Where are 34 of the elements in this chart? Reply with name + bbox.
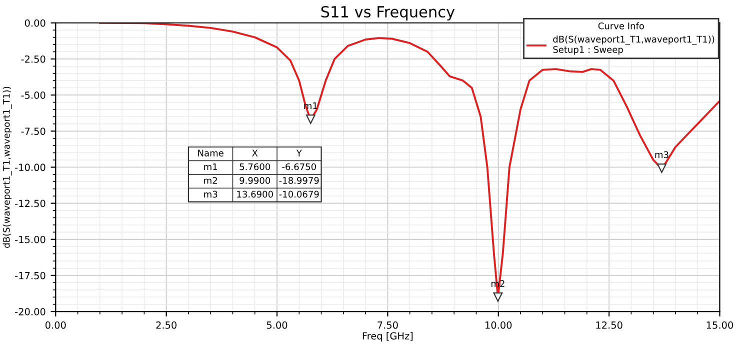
annotation: 9.9900: [240, 177, 270, 184]
x-tick-label: 2.50: [156, 321, 177, 329]
annotation: m3: [204, 190, 218, 198]
x-tick-label: 0.00: [45, 321, 66, 329]
legend-title: Curve Info: [598, 22, 644, 30]
annotation: m2: [204, 177, 217, 184]
x-tick-label: 12.50: [596, 321, 622, 329]
y-tick-label: -20.00: [15, 308, 46, 316]
annotation: -6.6750: [282, 163, 316, 170]
x-tick-label: 15.00: [706, 321, 734, 329]
y-tick-label: -15.00: [15, 236, 46, 244]
annotation: X: [252, 150, 258, 156]
x-axis-title: Freq [GHz]: [362, 332, 413, 342]
y-tick-label: -7.50: [21, 128, 46, 135]
annotation: 5.7600: [240, 163, 270, 170]
annotation: m1: [204, 163, 218, 170]
y-tick-label: -2.50: [21, 55, 46, 63]
annotation: m3: [655, 151, 668, 158]
x-tick-label: 10.00: [486, 321, 512, 329]
y-tick-label: -10.00: [15, 164, 46, 172]
legend-label: dB(S(waveport1_T1,waveport1_T1)) Setup1 : Sweep: [553, 36, 714, 55]
chart-title: S11 vs Frequency: [321, 6, 455, 20]
y-tick-label: -5.00: [21, 92, 46, 99]
annotation: -18.9979: [279, 177, 319, 184]
annotation: -10.0679: [279, 190, 319, 198]
y-tick-label: -17.50: [15, 272, 46, 280]
annotation: Y: [296, 150, 302, 156]
annotation: Name: [198, 150, 224, 156]
x-tick-label: 5.00: [266, 321, 288, 329]
annotation: 13.6900: [237, 190, 273, 198]
y-tick-label: -12.50: [15, 200, 46, 208]
x-tick-label: 7.50: [378, 321, 398, 329]
y-tick-label: 0.00: [24, 19, 46, 27]
y-axis-title: dB(S(waveport1_T1,waveport1_T1)): [2, 86, 12, 248]
